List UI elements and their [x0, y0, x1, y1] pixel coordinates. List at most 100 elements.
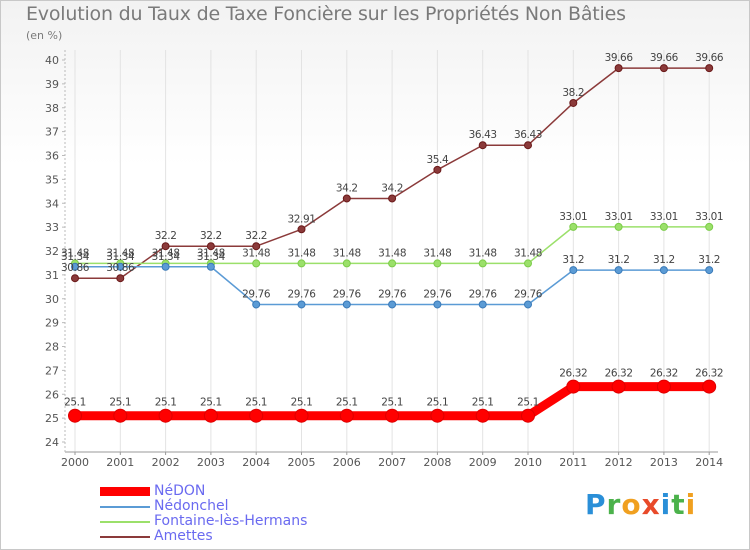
logo-letter: o: [621, 488, 642, 521]
data-label: 25.1: [155, 397, 177, 409]
data-point: [297, 225, 306, 234]
data-point: [342, 300, 351, 309]
y-tick-label: 30: [45, 293, 59, 306]
x-tick-label: 2003: [197, 456, 225, 469]
data-point: [614, 64, 623, 73]
y-tick-label: 24: [45, 436, 59, 449]
data-point: [342, 194, 351, 203]
data-label: 31.2: [653, 254, 675, 266]
logo-letter: r: [606, 488, 622, 521]
data-label: 29.76: [333, 288, 362, 300]
logo-letter: i: [660, 488, 672, 521]
data-label: 32.2: [155, 230, 177, 242]
x-tick-label: 2005: [288, 456, 316, 469]
legend-item-nedon: NéDON: [100, 484, 307, 499]
x-tick-label: 2004: [242, 456, 270, 469]
data-point: [614, 222, 623, 231]
data-label: 30.86: [106, 262, 135, 274]
legend-swatch-nedonchel: [100, 505, 150, 508]
proxiti-logo: Proxiti: [585, 488, 696, 521]
y-tick-label: 28: [45, 341, 59, 354]
data-label: 31.48: [469, 247, 497, 259]
data-label: 31.48: [61, 247, 89, 259]
data-label: 31.48: [514, 247, 542, 259]
data-label: 34.2: [381, 182, 403, 194]
y-tick-label: 29: [45, 317, 59, 330]
data-label: 38.2: [562, 87, 584, 99]
data-point: [161, 242, 170, 251]
data-label: 29.76: [469, 288, 498, 300]
data-label: 32.91: [287, 213, 315, 225]
x-tick-label: 2000: [61, 456, 89, 469]
data-label: 25.1: [109, 397, 131, 409]
data-point: [524, 141, 532, 150]
data-label: 39.66: [650, 52, 679, 64]
legend-item-amettes: Amettes: [100, 529, 307, 544]
data-point: [614, 266, 623, 275]
x-tick-label: 2013: [650, 456, 678, 469]
x-tick-label: 2011: [559, 456, 587, 469]
logo-letter: i: [685, 488, 697, 521]
y-tick-label: 37: [45, 126, 59, 139]
legend-item-fontaine: Fontaine-lès-Hermans: [100, 514, 307, 529]
data-point: [569, 98, 578, 107]
data-point: [524, 300, 532, 309]
x-tick-label: 2001: [106, 456, 134, 469]
y-tick-label: 36: [45, 150, 59, 163]
y-axis-unit: (en %): [26, 29, 63, 42]
data-label: 31.48: [287, 247, 315, 259]
data-point: [385, 408, 400, 423]
data-label: 39.66: [695, 52, 724, 64]
data-label: 33.01: [650, 211, 678, 223]
data-label: 25.1: [64, 397, 86, 409]
data-point: [611, 379, 626, 394]
data-label: 31.48: [106, 247, 134, 259]
data-label: 25.1: [427, 397, 449, 409]
x-tick-label: 2006: [333, 456, 361, 469]
data-label: 25.1: [291, 397, 313, 409]
data-label: 26.32: [650, 368, 678, 380]
data-point: [206, 262, 215, 271]
data-point: [659, 64, 668, 73]
y-tick-label: 40: [45, 54, 59, 67]
data-point: [521, 408, 535, 423]
data-label: 31.48: [423, 247, 451, 259]
data-label: 26.32: [605, 368, 633, 380]
legend-label-fontaine: Fontaine-lès-Hermans: [154, 513, 308, 529]
data-point: [203, 408, 218, 423]
data-label: 25.1: [336, 397, 358, 409]
data-label: 36.43: [514, 129, 542, 141]
data-label: 33.01: [695, 211, 723, 223]
data-point: [297, 259, 306, 268]
x-tick-label: 2008: [423, 456, 451, 469]
data-point: [68, 408, 82, 423]
logo-letter: t: [671, 488, 686, 521]
data-point: [433, 300, 442, 309]
data-label: 31.48: [378, 247, 406, 259]
y-tick-label: 26: [45, 388, 59, 401]
legend-swatch-amettes: [100, 535, 150, 538]
legend-label-nedonchel: Nédonchel: [154, 498, 229, 514]
data-label: 31.2: [608, 254, 630, 266]
data-point: [569, 266, 578, 275]
data-point: [659, 266, 668, 275]
data-point: [569, 222, 578, 231]
data-label: 29.76: [514, 288, 543, 300]
data-point: [158, 408, 173, 423]
data-point: [705, 64, 714, 73]
data-label: 29.76: [378, 288, 407, 300]
data-label: 32.2: [200, 230, 222, 242]
y-tick-label: 31: [45, 269, 59, 282]
data-point: [705, 222, 714, 231]
y-tick-label: 33: [45, 221, 59, 234]
data-point: [206, 242, 215, 251]
y-tick-label: 38: [45, 102, 59, 115]
data-point: [524, 259, 532, 268]
legend-label-amettes: Amettes: [154, 528, 213, 544]
data-label: 31.2: [562, 254, 584, 266]
data-point: [339, 408, 354, 423]
data-label: 29.76: [287, 288, 316, 300]
data-label: 25.1: [245, 397, 267, 409]
data-point: [252, 259, 261, 268]
